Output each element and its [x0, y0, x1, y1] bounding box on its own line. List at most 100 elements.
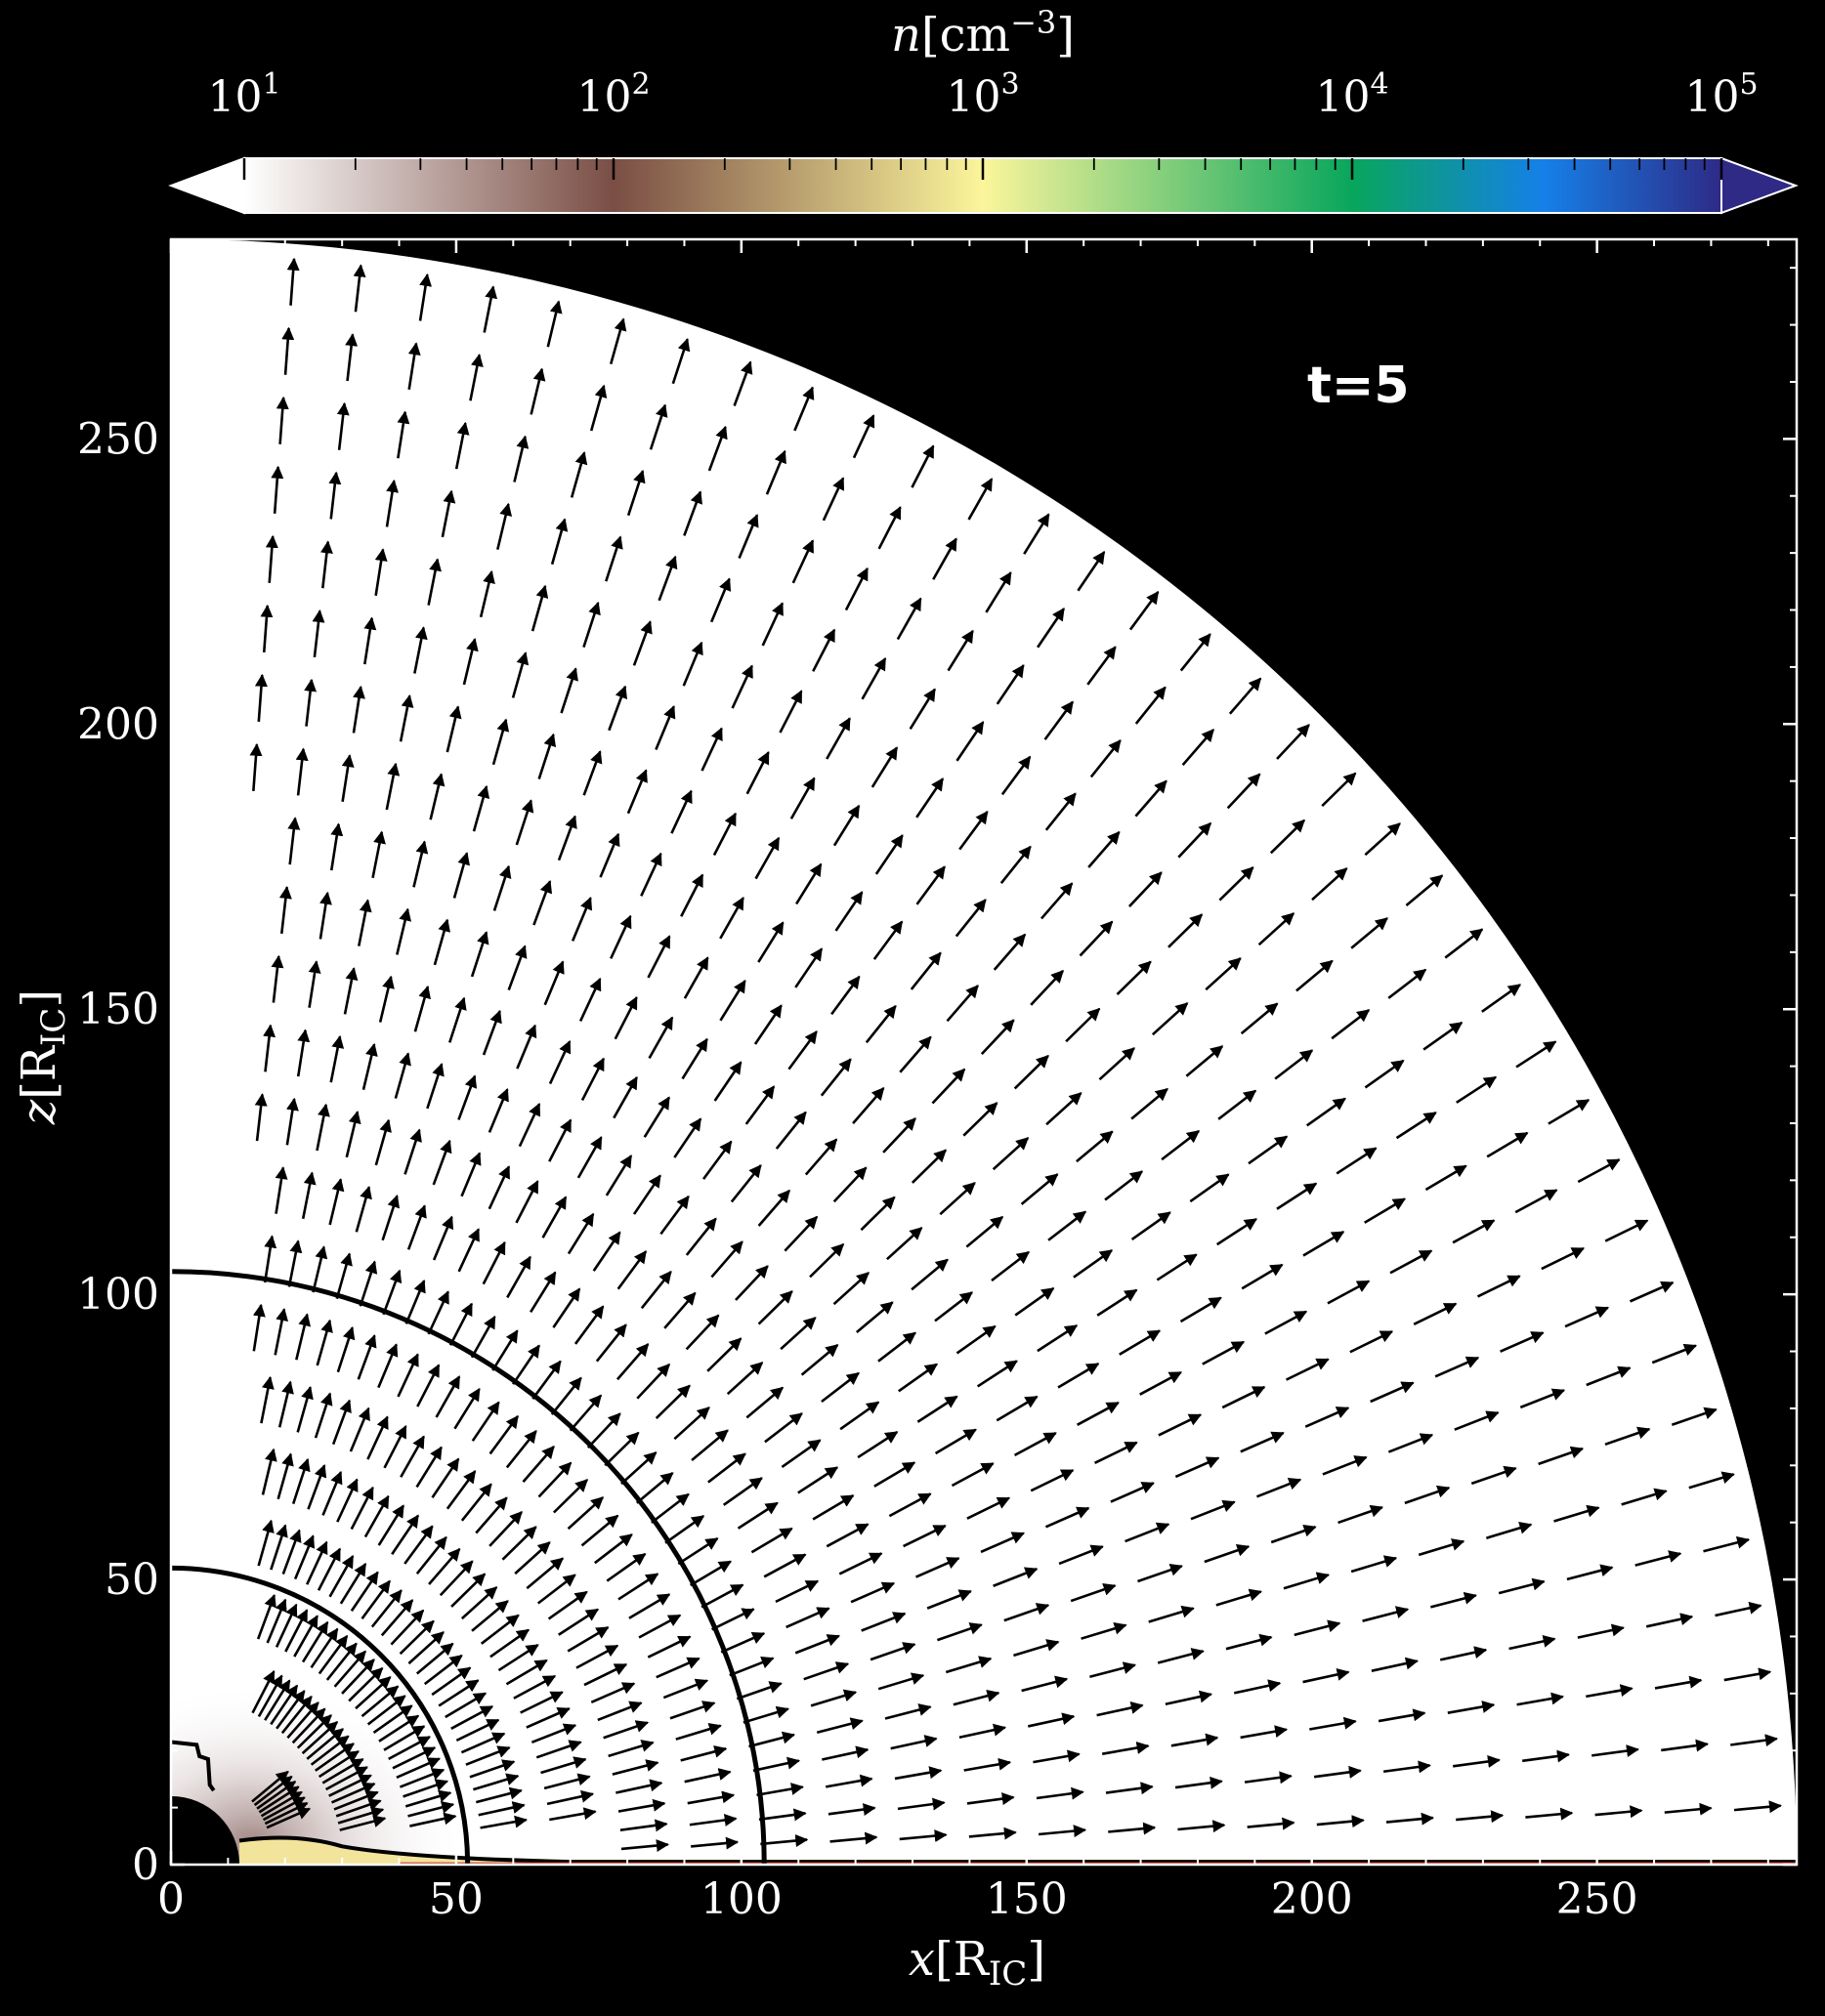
velocity-arrow-468 — [632, 1174, 661, 1215]
velocity-arrow-572 — [516, 1024, 537, 1070]
velocity-arrow-198 — [1476, 1275, 1521, 1298]
velocity-arrow-72 — [1715, 1601, 1762, 1617]
velocity-arrow-645 — [328, 1178, 345, 1226]
velocity-arrow-173 — [1304, 1407, 1350, 1428]
velocity-arrow-512 — [648, 1016, 674, 1060]
velocity-arrow-11 — [1385, 1812, 1434, 1826]
velocity-arrow-233 — [873, 1461, 916, 1488]
velocity-arrow-471 — [753, 1004, 783, 1045]
velocity-arrow-513 — [683, 956, 709, 999]
velocity-arrow-326 — [1076, 1130, 1114, 1163]
velocity-arrow-62 — [1028, 1712, 1076, 1728]
velocity-arrow-68 — [1439, 1646, 1488, 1661]
cb-tick-label-4: 105 — [1684, 67, 1758, 122]
velocity-arrow-345 — [939, 1182, 976, 1216]
velocity-arrow-533 — [614, 995, 638, 1040]
velocity-arrow-93 — [1703, 1535, 1751, 1553]
velocity-arrow-711 — [281, 326, 295, 375]
velocity-arrow-102 — [877, 1672, 925, 1691]
velocity-arrow-178 — [1629, 1281, 1675, 1303]
velocity-arrow-60 — [890, 1735, 938, 1750]
velocity-arrow-518 — [861, 656, 887, 700]
velocity-arrow-67 — [1371, 1657, 1419, 1672]
contour-0 — [171, 1565, 471, 1865]
velocity-arrow-124 — [936, 1622, 983, 1642]
velocity-arrow-0 — [620, 1839, 669, 1852]
velocity-arrow-205 — [513, 1674, 557, 1700]
velocity-arrow-41 — [963, 1757, 1012, 1772]
velocity-arrow-106 — [1148, 1605, 1195, 1623]
velocity-arrow-265 — [1456, 1075, 1498, 1104]
velocity-arrow-182 — [455, 1718, 500, 1743]
velocity-arrow-444 — [531, 1360, 562, 1400]
velocity-arrow-226 — [445, 1692, 488, 1719]
velocity-arrow-710 — [276, 396, 289, 444]
equatorial-disk-edge — [238, 1835, 1797, 1865]
velocity-arrow-631 — [433, 918, 450, 966]
velocity-arrow-295 — [594, 1533, 633, 1565]
velocity-arrow-125 — [1003, 1603, 1050, 1622]
plot-frame — [169, 237, 1799, 1867]
velocity-arrow-393 — [1177, 821, 1212, 859]
velocity-arrow-16 — [1733, 1800, 1782, 1814]
velocity-arrow-111 — [1485, 1521, 1533, 1539]
velocity-arrow-684 — [341, 754, 355, 802]
velocity-arrow-104 — [1013, 1639, 1060, 1658]
velocity-arrow-334 — [355, 1676, 392, 1710]
velocity-arrow-255 — [857, 1430, 899, 1459]
velocity-arrow-569 — [432, 1215, 454, 1261]
velocity-arrow-605 — [314, 1392, 333, 1439]
velocity-arrow-272 — [547, 1590, 588, 1620]
velocity-arrow-8 — [1177, 1820, 1226, 1833]
velocity-arrow-367 — [962, 1102, 998, 1137]
velocity-arrow-498 — [947, 629, 974, 672]
velocity-arrow-14 — [1594, 1805, 1643, 1819]
velocity-arrow-356 — [399, 1619, 435, 1656]
velocity-arrow-120 — [669, 1701, 716, 1720]
velocity-arrow-96 — [473, 1773, 520, 1791]
velocity-arrow-140 — [597, 1701, 643, 1722]
velocity-arrow-300 — [877, 1331, 916, 1363]
velocity-arrow-677 — [263, 1235, 277, 1283]
velocity-arrow-168 — [980, 1532, 1026, 1554]
velocity-arrow-351 — [1257, 912, 1295, 946]
velocity-arrow-148 — [1125, 1522, 1170, 1543]
velocity-arrow-66 — [1302, 1668, 1350, 1684]
velocity-arrow-298 — [764, 1412, 803, 1444]
velocity-arrow-529 — [482, 1240, 506, 1285]
velocity-arrow-306 — [1217, 1089, 1257, 1120]
velocity-arrow-74 — [407, 1801, 455, 1818]
velocity-arrow-357 — [450, 1573, 487, 1608]
velocity-arrow-462 — [391, 1514, 420, 1555]
velocity-arrow-133 — [1538, 1446, 1585, 1466]
velocity-arrow-568 — [404, 1279, 426, 1324]
velocity-arrow-681 — [308, 960, 321, 1008]
velocity-arrow-379 — [488, 1511, 523, 1547]
velocity-arrow-114 — [1688, 1471, 1735, 1490]
velocity-arrow-71 — [1645, 1613, 1694, 1628]
velocity-arrow-609 — [403, 1128, 422, 1175]
velocity-arrow-23 — [1036, 1786, 1084, 1800]
velocity-arrow-336 — [460, 1586, 498, 1620]
velocity-arrow-597 — [608, 685, 627, 732]
velocity-arrow-47 — [1378, 1708, 1426, 1723]
velocity-arrow-656 — [513, 435, 530, 483]
velocity-arrow-464 — [471, 1401, 500, 1442]
velocity-arrow-84 — [1089, 1661, 1137, 1678]
velocity-arrow-604 — [291, 1457, 311, 1505]
velocity-arrow-100 — [743, 1705, 789, 1724]
velocity-arrow-528 — [448, 1302, 474, 1346]
velocity-arrow-623 — [276, 1452, 294, 1500]
velocity-arrow-121 — [736, 1681, 783, 1701]
velocity-arrow-406 — [757, 1189, 791, 1227]
velocity-arrow-556 — [670, 789, 693, 834]
velocity-arrow-603 — [270, 1524, 288, 1571]
velocity-arrow-431 — [910, 951, 942, 990]
velocity-arrow-44 — [1170, 1733, 1219, 1747]
velocity-arrow-660 — [274, 1308, 289, 1356]
velocity-arrow-56 — [615, 1779, 663, 1794]
velocity-arrow-278 — [898, 1363, 938, 1393]
velocity-arrow-545 — [336, 1478, 359, 1523]
velocity-arrow-350 — [1205, 957, 1242, 991]
velocity-arrow-139 — [531, 1723, 577, 1744]
